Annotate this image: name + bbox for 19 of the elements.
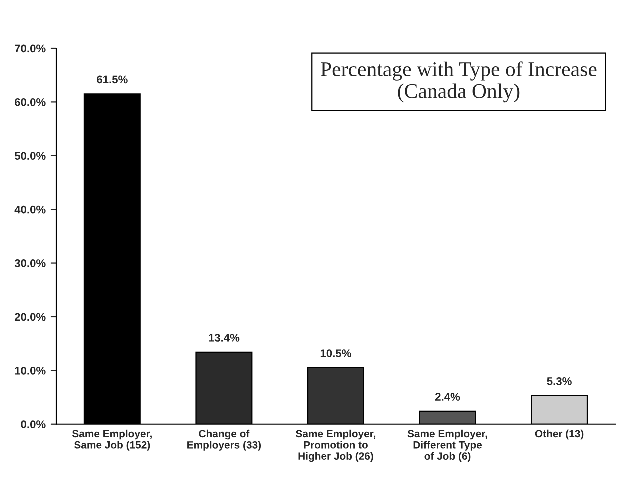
y-tick-label: 70.0% (15, 44, 46, 53)
data-label: 2.4% (435, 393, 460, 401)
y-tick-label: 20.0% (14, 313, 46, 322)
y-tick-label: 60.0% (15, 98, 46, 106)
x-tick-label: Same Employer, Different Type of Job (6) (408, 430, 488, 462)
y-tick-label: 10.0% (15, 366, 46, 375)
y-tick-label: 0.0% (21, 420, 46, 429)
y-tick-label: 30.0% (14, 260, 46, 268)
data-label: 10.5% (320, 350, 352, 358)
x-tick-label: Same Employer, Same Job (152) (72, 430, 152, 451)
x-tick-label: Change of Employers (33) (188, 430, 262, 451)
data-label: 5.3% (547, 378, 572, 386)
data-label: 13.4% (209, 334, 240, 342)
y-tick-label: 50.0% (14, 152, 46, 160)
x-tick-label: Same Employer, Promotion to Higher Job (26) (296, 430, 376, 462)
data-label: 61.5% (97, 76, 128, 84)
y-tick-label: 40.0% (14, 206, 46, 214)
x-tick-label: Other (13) (535, 430, 584, 440)
text: Percentage with Type of Increase (Canada Only) (321, 62, 597, 103)
